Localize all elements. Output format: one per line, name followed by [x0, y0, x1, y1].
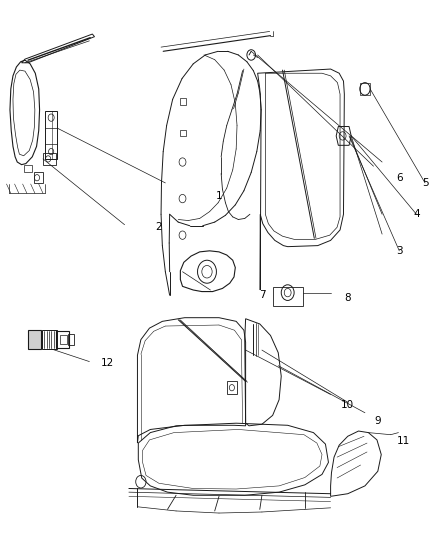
Text: 8: 8: [344, 293, 351, 303]
Text: 4: 4: [413, 209, 420, 219]
Text: 2: 2: [155, 222, 162, 232]
Text: 12: 12: [101, 358, 114, 368]
Text: 1: 1: [215, 191, 223, 201]
Text: 10: 10: [341, 400, 354, 410]
Text: 7: 7: [258, 290, 265, 300]
Text: 11: 11: [397, 437, 410, 447]
Polygon shape: [28, 330, 41, 349]
Text: 3: 3: [396, 246, 403, 256]
Text: 9: 9: [374, 416, 381, 425]
Text: 6: 6: [396, 173, 403, 183]
Text: 5: 5: [422, 178, 428, 188]
